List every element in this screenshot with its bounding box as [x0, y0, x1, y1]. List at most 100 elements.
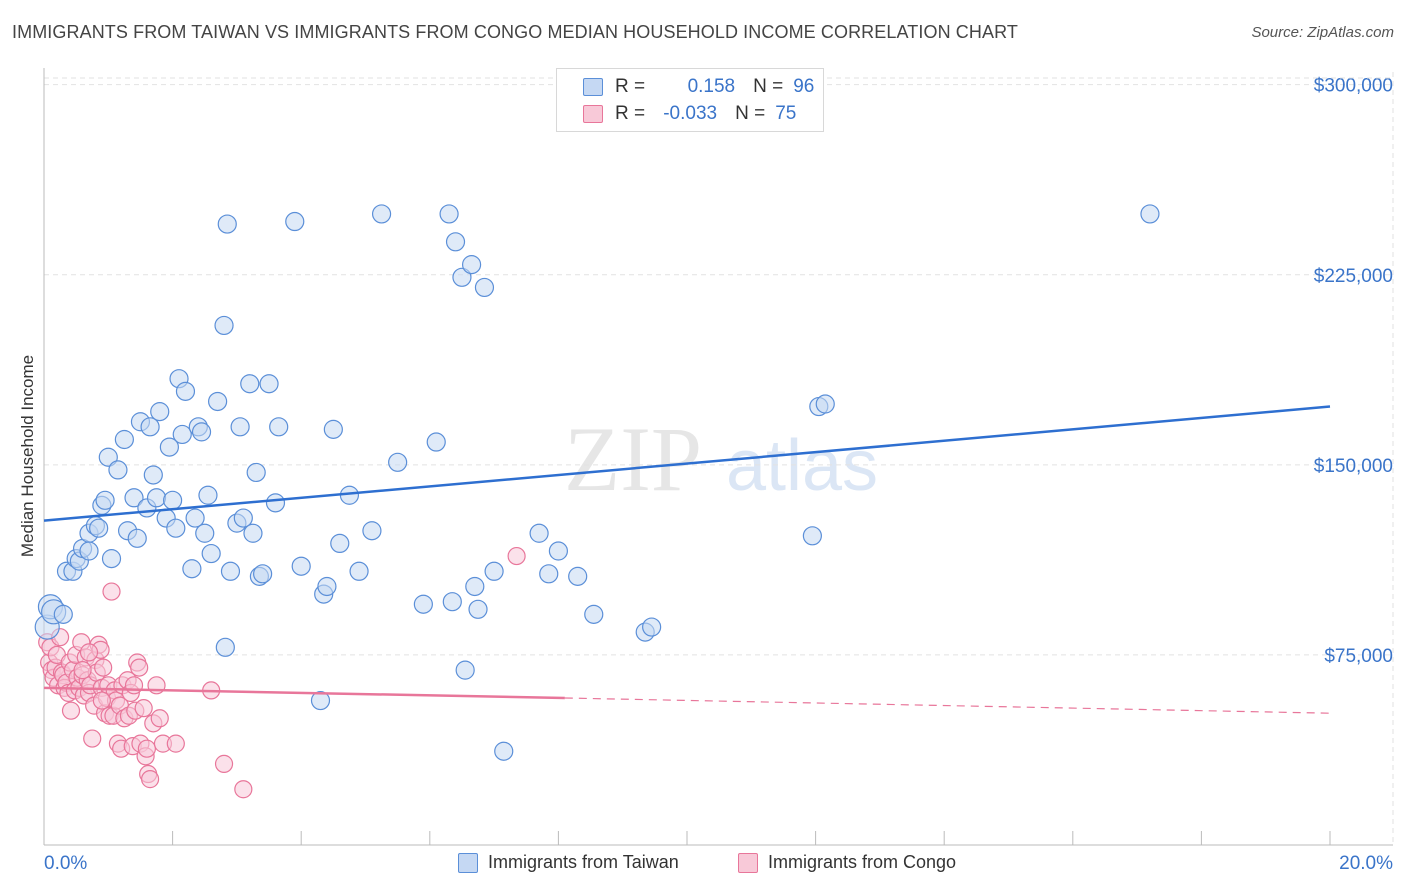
congo-point — [166, 734, 185, 753]
congo-point — [150, 709, 169, 728]
taiwan-point — [124, 488, 144, 508]
taiwan-point — [815, 394, 835, 414]
taiwan-point — [53, 604, 73, 624]
taiwan-point — [285, 211, 305, 232]
congo-swatch — [583, 105, 603, 123]
congo-n-value: 75 — [775, 103, 797, 124]
y-axis-label: Median Household Income — [18, 354, 37, 558]
x-tick-label-min: 0.0% — [44, 853, 87, 874]
taiwan-point — [265, 493, 286, 513]
congo-point — [130, 658, 149, 677]
taiwan-point — [98, 447, 118, 467]
congo-point — [140, 770, 160, 789]
y-tick-label: $150,000 — [1314, 456, 1393, 477]
taiwan-point — [317, 576, 337, 597]
congo-r-value: -0.033 — [663, 103, 718, 124]
taiwan-point — [439, 204, 459, 224]
taiwan-point — [465, 576, 485, 597]
taiwan-point — [461, 255, 482, 275]
taiwan-point — [442, 592, 462, 612]
taiwan-point — [195, 523, 215, 543]
taiwan-point — [362, 521, 382, 541]
taiwan-point — [79, 541, 99, 561]
congo-point — [137, 739, 156, 758]
taiwan-point — [349, 561, 369, 581]
taiwan-point — [233, 508, 253, 528]
taiwan-point — [269, 417, 289, 437]
taiwan-r-value: 0.158 — [687, 76, 736, 97]
congo-point — [234, 780, 253, 799]
taiwan-point — [568, 566, 588, 586]
congo-point — [134, 699, 153, 718]
taiwan-n-label: N = — [753, 76, 784, 97]
congo-point — [124, 676, 144, 695]
taiwan-point — [101, 549, 122, 569]
y-tick-label: $225,000 — [1314, 266, 1393, 287]
congo-point — [92, 691, 111, 710]
taiwan-trend-line — [43, 405, 1331, 522]
taiwan-point — [159, 437, 179, 457]
taiwan-point — [539, 564, 559, 584]
taiwan-point — [95, 490, 115, 510]
taiwan-point — [175, 381, 196, 401]
taiwan-point — [310, 690, 331, 711]
congo-point — [61, 701, 81, 720]
taiwan-point — [146, 488, 167, 508]
taiwan-point — [185, 508, 205, 528]
y-tick-label: $300,000 — [1314, 76, 1393, 97]
taiwan-point — [529, 523, 549, 543]
taiwan-point — [455, 660, 475, 680]
taiwan-point — [584, 604, 604, 624]
y-tick-label: $75,000 — [1324, 646, 1393, 667]
congo-trend-line — [43, 686, 565, 700]
taiwan-point — [323, 419, 343, 439]
taiwan-point — [191, 422, 212, 442]
congo-point — [94, 658, 113, 677]
bottom-legend-taiwan: Immigrants from Taiwan — [458, 852, 679, 873]
taiwan-point — [330, 533, 350, 554]
congo-point — [214, 754, 234, 773]
taiwan-swatch — [583, 78, 603, 96]
taiwan-point — [201, 543, 221, 564]
taiwan-point — [246, 462, 266, 483]
taiwan-point — [182, 559, 202, 579]
bottom-legend-taiwan-swatch — [458, 852, 478, 873]
x-tick-label-max: 20.0% — [1339, 853, 1393, 874]
taiwan-point — [1140, 204, 1160, 224]
bottom-legend-congo: Immigrants from Congo — [738, 852, 956, 873]
taiwan-point — [215, 637, 235, 657]
taiwan-n-value: 96 — [793, 76, 815, 97]
watermark-zip: ZIP — [564, 408, 702, 510]
taiwan-point — [243, 523, 263, 543]
taiwan-point — [413, 594, 433, 614]
taiwan-point — [230, 417, 250, 437]
taiwan-point — [468, 599, 488, 619]
taiwan-point — [445, 232, 466, 252]
taiwan-point — [426, 432, 446, 452]
taiwan-point — [127, 528, 147, 548]
taiwan-point — [802, 526, 822, 546]
taiwan-point — [89, 518, 109, 538]
taiwan-point — [217, 214, 237, 234]
taiwan-point — [291, 556, 311, 576]
taiwan-point — [163, 490, 183, 510]
bottom-legend-congo-label: Immigrants from Congo — [768, 852, 957, 872]
congo-point — [79, 643, 99, 662]
congo-point — [73, 661, 92, 680]
legend-row-congo: R = -0.033 N = 75 — [557, 101, 796, 127]
congo-point — [83, 729, 102, 748]
taiwan-point — [484, 561, 504, 581]
watermark-atlas: atlas — [726, 426, 878, 506]
taiwan-point — [452, 267, 472, 287]
taiwan-point — [548, 541, 569, 561]
congo-n-label: N = — [735, 103, 766, 124]
taiwan-point — [220, 561, 241, 581]
taiwan-point — [214, 315, 234, 336]
taiwan-point — [388, 452, 408, 472]
taiwan-point — [114, 429, 134, 450]
correlation-legend: R = 0.158 N = 96 R = -0.033 N = 75 — [556, 68, 824, 132]
taiwan-point — [240, 374, 260, 394]
taiwan-point — [172, 424, 192, 445]
taiwan-point — [474, 277, 495, 298]
taiwan-point — [108, 460, 128, 480]
